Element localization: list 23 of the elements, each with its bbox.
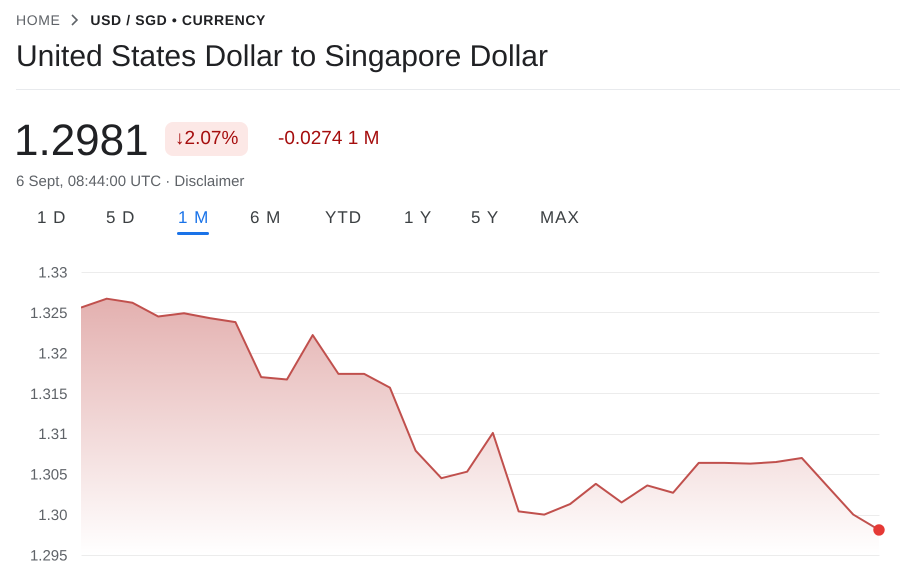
text: USD / SGD • CURRENCY: [90, 12, 266, 28]
y-tick-label: 1.295: [30, 548, 68, 564]
text: 6 Sept, 08:44:00 UTC · Disclaimer: [16, 173, 244, 190]
text: MAX: [540, 208, 580, 228]
y-tick-label: 1.305: [30, 466, 68, 484]
text: 5 D: [106, 208, 136, 228]
text: 6 M: [250, 208, 282, 228]
text: YTD: [325, 208, 362, 228]
y-tick-label: 1.32: [38, 345, 68, 362]
text: HOME: [16, 12, 60, 28]
y-tick-label: 1.315: [30, 386, 68, 403]
y-tick-label: 1.31: [38, 426, 68, 444]
text: ↓2.07%: [165, 122, 248, 156]
text: -0.0274 1 M: [278, 128, 380, 150]
text: 5 Y: [471, 208, 500, 228]
text: 1.2981: [14, 116, 149, 166]
y-tick-label: 1.33: [38, 264, 68, 282]
text: 1 M: [178, 208, 210, 228]
chart-title: United States Dollar to Singapore Dollar: [16, 40, 548, 74]
text: 1 Y: [404, 208, 432, 228]
y-tick-label: 1.325: [30, 304, 68, 322]
text: 1 D: [37, 208, 66, 228]
y-tick-label: 1.30: [38, 507, 68, 524]
